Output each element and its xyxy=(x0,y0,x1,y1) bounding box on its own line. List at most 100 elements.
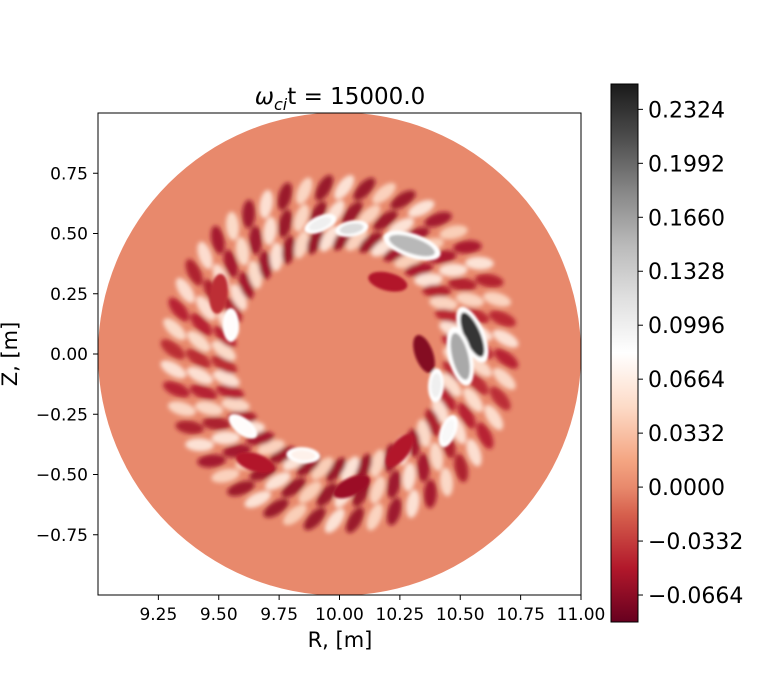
positive-blob xyxy=(225,313,236,338)
eddy-positive xyxy=(439,225,468,240)
eddy-negative xyxy=(211,355,238,374)
eddy-positive xyxy=(186,366,214,385)
negative-blob xyxy=(333,474,371,499)
colorbar-tick-label: −0.0664 xyxy=(648,584,743,609)
x-tick-label: 11.00 xyxy=(557,605,606,625)
eddy-positive xyxy=(185,438,214,452)
eddy-negative xyxy=(416,453,430,483)
eddy-positive xyxy=(345,228,368,251)
eddy-positive xyxy=(230,283,248,311)
eddy-negative xyxy=(263,498,289,518)
eddy-positive xyxy=(369,476,386,504)
eddy-positive xyxy=(195,401,224,416)
colorbar-tick-label: 0.1992 xyxy=(648,152,725,177)
plot-area xyxy=(98,113,581,595)
eddy-positive xyxy=(311,457,334,480)
chart-title: ωcit = 15000.0 xyxy=(255,84,426,114)
eddy-negative xyxy=(223,249,239,278)
eddy-negative xyxy=(424,211,452,228)
y-tick-label: −0.25 xyxy=(36,405,88,425)
positive-blob xyxy=(450,333,470,380)
eddy-positive xyxy=(264,472,291,491)
eddy-negative xyxy=(306,227,324,255)
eddy-positive xyxy=(195,295,216,321)
x-axis-label: R, [m] xyxy=(308,628,373,652)
eddy-positive xyxy=(466,438,482,467)
eddy-negative xyxy=(390,190,416,210)
eddy-positive xyxy=(259,189,273,219)
eddy-positive xyxy=(296,177,313,205)
eddy-negative xyxy=(185,348,211,369)
eddy-positive xyxy=(334,175,355,200)
eddy-negative xyxy=(353,177,376,201)
eddy-positive xyxy=(406,489,420,519)
y-tick-label: 0.25 xyxy=(50,285,88,305)
eddy-negative xyxy=(457,402,476,429)
eddy-positive xyxy=(211,431,241,445)
eddy-negative xyxy=(210,225,225,255)
eddy-negative xyxy=(475,273,504,288)
eddy-negative xyxy=(213,325,237,348)
x-tick-label: 10.75 xyxy=(496,605,545,625)
eddy-positive xyxy=(455,292,484,307)
positive-blob xyxy=(291,450,316,461)
eddy-positive xyxy=(372,182,396,204)
eddy-negative xyxy=(423,479,437,509)
eddy-positive xyxy=(235,237,250,266)
eddy-positive xyxy=(402,462,416,492)
eddy-positive xyxy=(167,401,196,417)
eddy-positive xyxy=(211,340,236,361)
eddy-negative xyxy=(434,308,463,324)
x-tick-label: 9.50 xyxy=(200,605,238,625)
eddy-positive xyxy=(263,216,277,246)
colorbar-tick-label: 0.0664 xyxy=(648,368,725,393)
eddy-negative xyxy=(303,507,326,531)
colorbar-tick-label: 0.1660 xyxy=(648,206,725,231)
eddy-negative xyxy=(278,209,293,238)
eddy-positive xyxy=(492,329,519,348)
colorbar-tick-label: 0.1328 xyxy=(648,260,725,285)
eddy-negative xyxy=(345,507,364,533)
negative-blob xyxy=(368,271,408,292)
eddy-negative xyxy=(448,277,477,292)
eddy-positive xyxy=(370,449,385,478)
colorbar-tick-label: 0.0996 xyxy=(648,314,725,339)
eddy-positive xyxy=(244,490,272,508)
eddy-positive xyxy=(225,211,240,241)
eddy-negative xyxy=(185,259,203,286)
colorbar-tick-label: 0.2324 xyxy=(648,98,725,123)
eddy-negative xyxy=(258,250,272,280)
positive-blob xyxy=(389,234,435,257)
eddy-negative xyxy=(422,284,452,298)
eddy-negative xyxy=(386,497,402,526)
eddy-positive xyxy=(341,456,360,483)
eddy-positive xyxy=(439,467,454,497)
eddy-negative xyxy=(281,235,296,265)
eddy-positive xyxy=(160,360,187,379)
eddy-negative xyxy=(168,297,190,322)
eddy-positive xyxy=(294,230,309,259)
eddy-negative xyxy=(358,231,383,253)
colorbar-tick-label: 0.0000 xyxy=(648,476,725,501)
y-tick-label: −0.50 xyxy=(36,466,88,486)
eddy-positive xyxy=(468,356,492,378)
eddy-negative xyxy=(190,313,213,336)
eddy-negative xyxy=(494,348,519,369)
eddy-negative xyxy=(227,480,255,497)
eddy-positive xyxy=(483,291,512,307)
eddy-positive xyxy=(484,404,504,431)
colorbar xyxy=(610,83,639,623)
eddy-positive xyxy=(465,256,494,270)
eddy-positive xyxy=(221,397,250,412)
eddy-negative xyxy=(373,210,398,231)
positive-blob xyxy=(431,373,442,398)
eddy-negative xyxy=(386,470,401,499)
eddy-negative xyxy=(489,310,516,327)
eddy-positive xyxy=(366,503,383,531)
eddy-negative xyxy=(326,457,347,482)
eddy-positive xyxy=(357,204,381,227)
x-tick-label: 9.75 xyxy=(260,605,298,625)
eddy-negative xyxy=(489,386,511,411)
eddy-negative xyxy=(242,199,256,229)
x-tick-label: 10.00 xyxy=(315,605,364,625)
